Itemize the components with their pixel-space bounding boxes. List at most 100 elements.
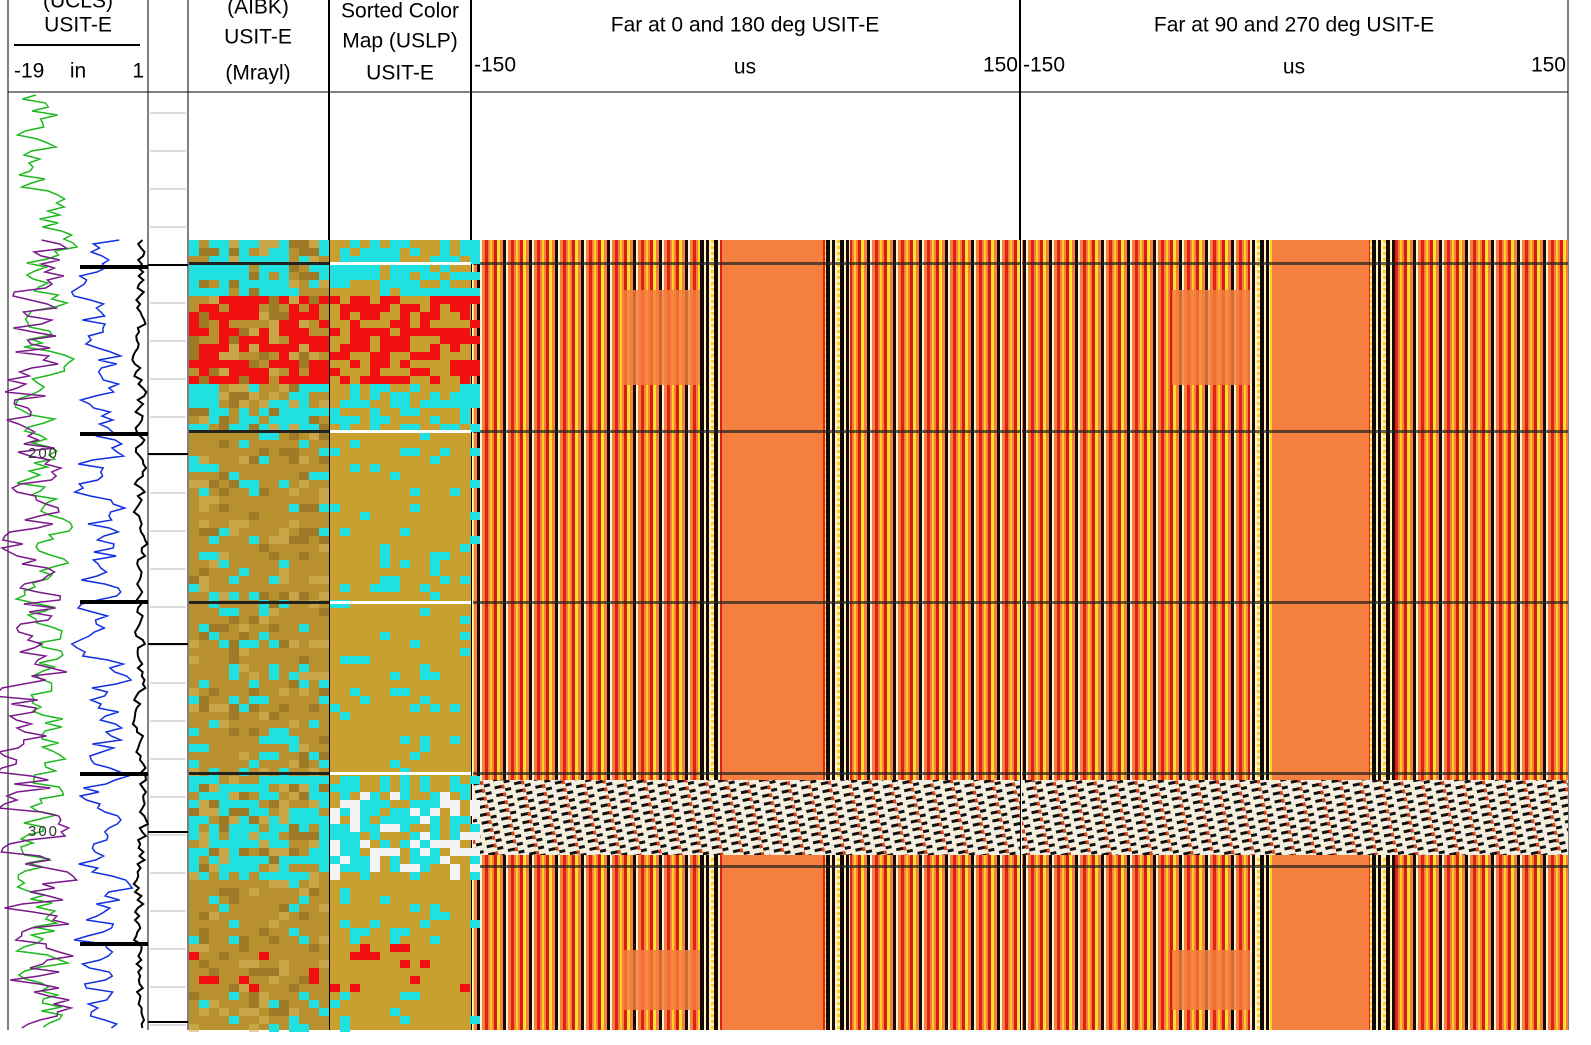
pixel [269, 664, 279, 672]
pixel [299, 536, 309, 544]
pixel [199, 792, 209, 800]
scale-max: 150 [983, 54, 1018, 77]
pixel [289, 288, 299, 296]
pixel [319, 904, 329, 912]
pixel [249, 312, 259, 320]
pixel [410, 280, 420, 288]
pixel [249, 824, 259, 832]
arrival-band [825, 240, 850, 1030]
pixel [370, 792, 380, 800]
pixel [420, 328, 430, 336]
scale-max: 150 [1531, 54, 1566, 77]
pixel [440, 336, 450, 344]
pixel [269, 360, 279, 368]
pixel [279, 480, 289, 488]
pixel [309, 856, 319, 864]
pixel [410, 488, 420, 496]
pixel [430, 912, 440, 920]
pixel [199, 1000, 209, 1008]
pixel [249, 840, 259, 848]
pixel [319, 672, 329, 680]
pixel [209, 800, 219, 808]
pixel [209, 256, 219, 264]
pixel [269, 408, 279, 416]
pixel [319, 400, 329, 408]
pixel [229, 656, 239, 664]
pixel [309, 424, 319, 432]
pixel [259, 344, 269, 352]
pixel [289, 848, 299, 856]
pixel [420, 272, 430, 280]
pixel [269, 792, 279, 800]
pixel [239, 816, 249, 824]
pixel [189, 320, 199, 328]
pixel [239, 784, 249, 792]
pixel [380, 816, 390, 824]
pixel [440, 576, 450, 584]
pixel [289, 240, 299, 248]
pixel [289, 784, 299, 792]
pixel [319, 456, 329, 464]
pixel [239, 520, 249, 528]
pixel [460, 296, 470, 304]
pixel [319, 248, 329, 256]
pixel [350, 816, 360, 824]
pixel [189, 864, 199, 872]
pixel [299, 976, 309, 984]
pixel [219, 312, 229, 320]
pixel [330, 824, 340, 832]
pixel [259, 256, 269, 264]
pixel [239, 336, 249, 344]
collar-line [473, 430, 1020, 433]
pixel [199, 776, 209, 784]
pixel [259, 808, 269, 816]
pixel [309, 752, 319, 760]
pixel [430, 392, 440, 400]
pixel [309, 256, 319, 264]
scale-unit: in [70, 60, 86, 83]
pixel [239, 256, 249, 264]
pixel [330, 856, 340, 864]
pixel [299, 760, 309, 768]
pixel [219, 888, 229, 896]
pixel [279, 360, 289, 368]
pixel [450, 424, 460, 432]
pixel [370, 856, 380, 864]
pixel [370, 832, 380, 840]
pixel [259, 456, 269, 464]
pixel [279, 592, 289, 600]
pixel [279, 912, 289, 920]
pixel [350, 336, 360, 344]
pixel [199, 912, 209, 920]
pixel [229, 616, 239, 624]
pixel [380, 840, 390, 848]
pixel [319, 344, 329, 352]
pixel [440, 792, 450, 800]
pixel [350, 864, 360, 872]
pixel [460, 328, 470, 336]
pixel [259, 368, 269, 376]
pixel [430, 672, 440, 680]
pixel [189, 328, 199, 336]
pixel [289, 368, 299, 376]
pixel [269, 432, 279, 440]
pixel [370, 264, 380, 272]
pixel [239, 832, 249, 840]
pixel [199, 312, 209, 320]
pixel [460, 248, 470, 256]
pixel [209, 840, 219, 848]
pixel [450, 256, 460, 264]
pixel [219, 504, 229, 512]
pixel [209, 344, 219, 352]
pixel [450, 776, 460, 784]
pixel [249, 760, 259, 768]
pixel [269, 800, 279, 808]
pixel [319, 272, 329, 280]
pixel [350, 840, 360, 848]
pixel [229, 888, 239, 896]
pixel [199, 584, 209, 592]
pixel [360, 864, 370, 872]
pixel [249, 416, 259, 424]
pixel [239, 384, 249, 392]
pixel [199, 400, 209, 408]
